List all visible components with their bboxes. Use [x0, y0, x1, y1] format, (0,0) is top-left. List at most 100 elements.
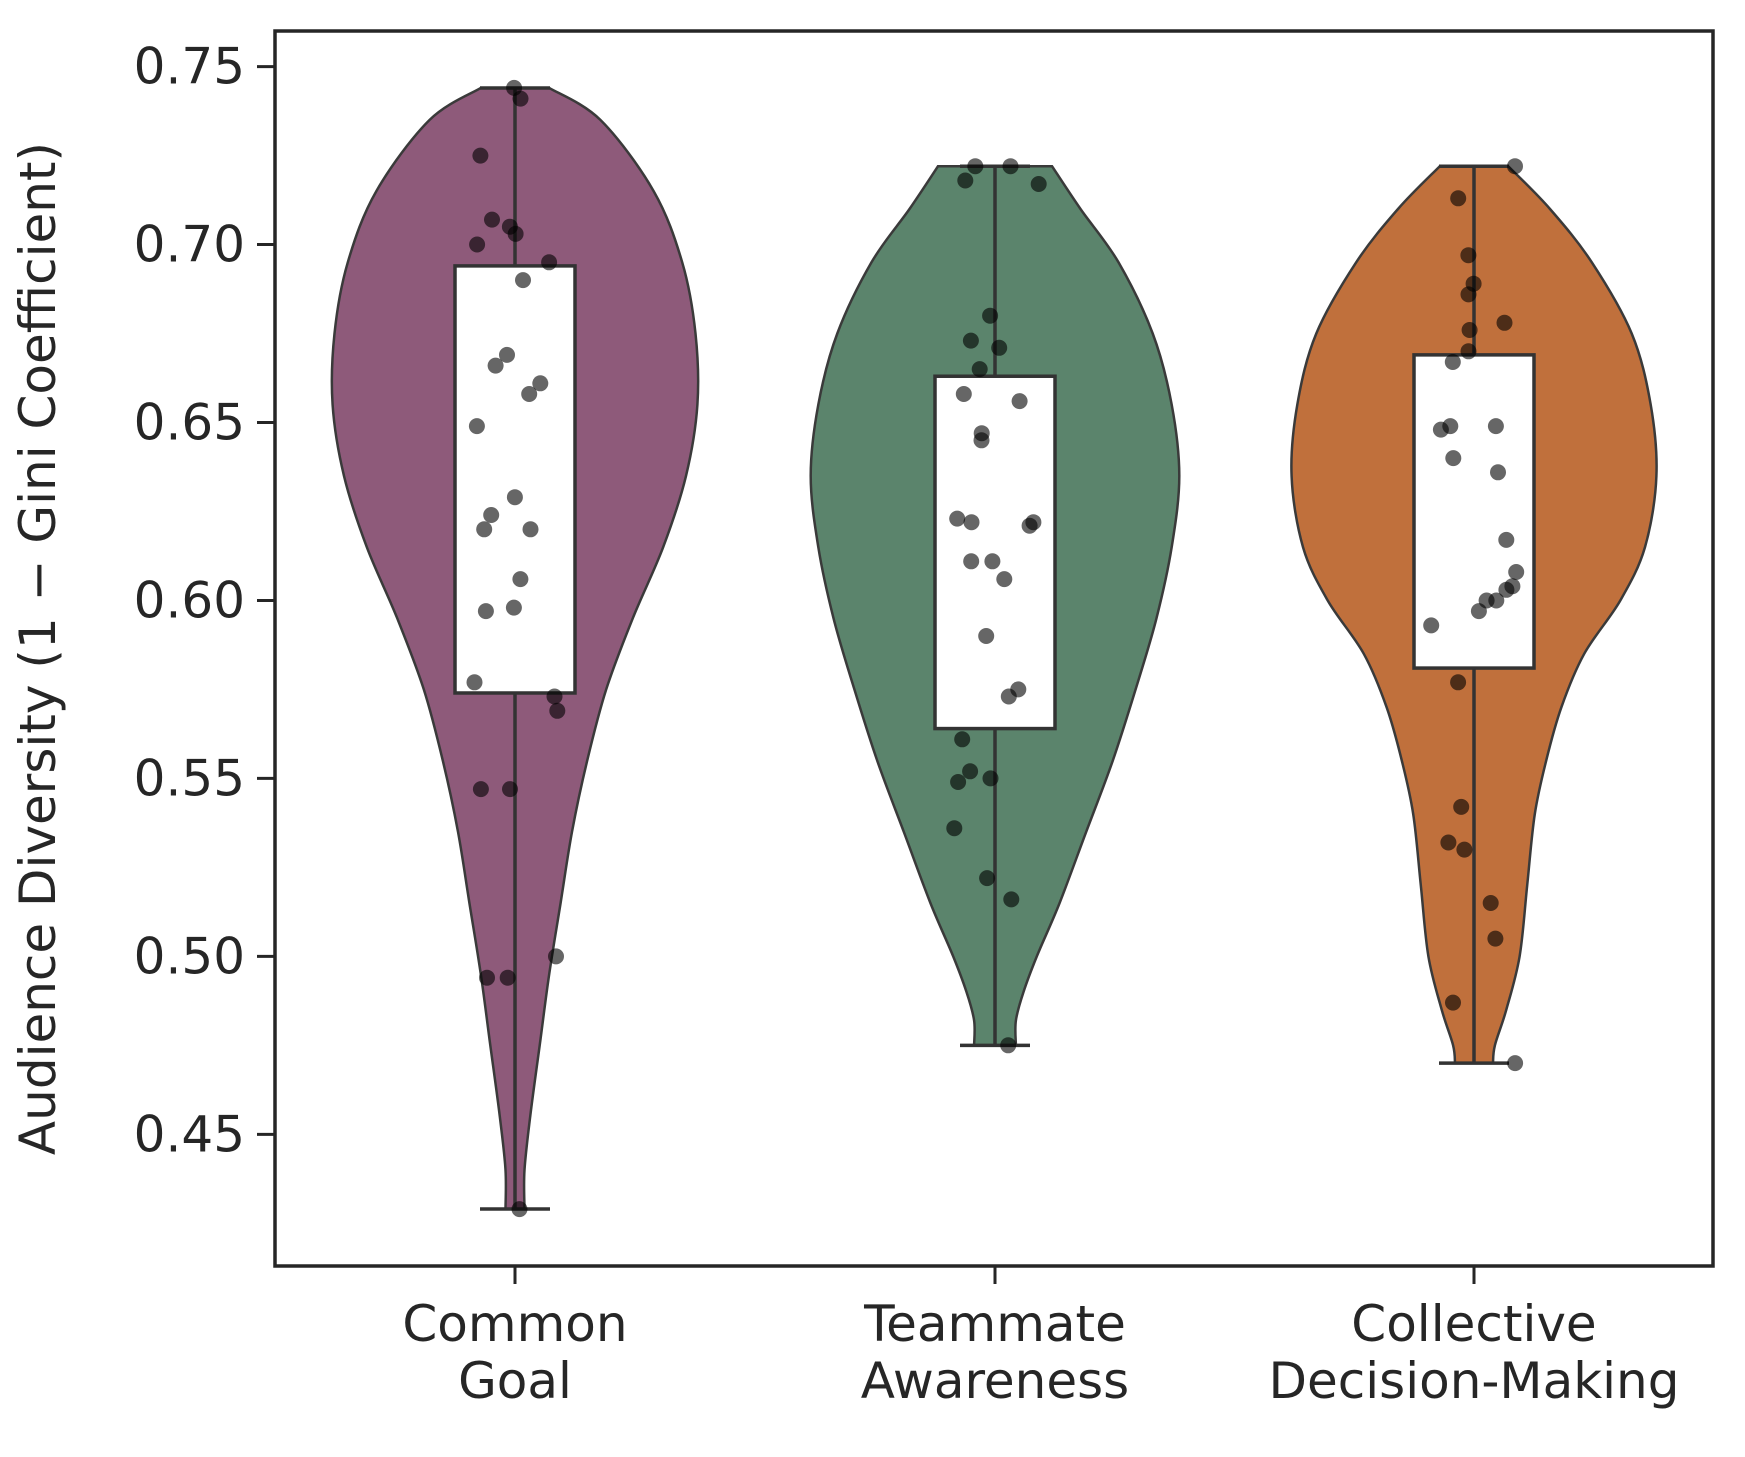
- data-point: [1496, 314, 1513, 331]
- data-point: [499, 969, 516, 986]
- data-point: [1450, 190, 1467, 207]
- data-point: [1507, 158, 1523, 175]
- data-point: [1507, 1055, 1524, 1072]
- data-point: [1456, 841, 1473, 858]
- data-point: [1498, 531, 1515, 548]
- data-point: [979, 870, 996, 887]
- data-point: [1498, 581, 1515, 598]
- data-point: [1444, 354, 1461, 370]
- y-tick-label: 0.75: [134, 38, 245, 96]
- data-point: [1011, 393, 1028, 410]
- data-point: [954, 731, 971, 748]
- data-point: [521, 386, 538, 402]
- data-point: [955, 386, 972, 402]
- y-tick-label: 0.50: [134, 927, 245, 985]
- data-point: [1030, 176, 1047, 192]
- data-point: [468, 418, 485, 435]
- x-tick-label: Teammate: [863, 1295, 1126, 1353]
- data-point: [472, 781, 489, 798]
- data-point: [1000, 1037, 1017, 1054]
- data-point: [1460, 343, 1477, 360]
- data-point: [532, 375, 549, 392]
- data-point: [1490, 464, 1506, 481]
- data-point: [1003, 891, 1020, 908]
- y-axis-label: Audience Diversity (1 − Gini Coefficient…: [9, 142, 67, 1155]
- y-tick-label: 0.70: [134, 216, 245, 274]
- data-point: [469, 236, 486, 253]
- data-point: [511, 1201, 528, 1218]
- data-point: [1461, 322, 1478, 338]
- data-point: [1460, 286, 1477, 303]
- y-axis: 0.45 0.50 0.55 0.60 0.65 0.70 0.75: [134, 38, 275, 1163]
- data-point: [505, 599, 522, 616]
- data-point: [546, 688, 563, 705]
- x-tick-label: Decision-Making: [1269, 1352, 1680, 1410]
- data-point: [541, 254, 558, 271]
- data-point: [982, 307, 999, 324]
- data-point: [963, 553, 980, 570]
- data-point: [502, 781, 518, 798]
- data-point: [1470, 603, 1487, 620]
- data-point: [1432, 421, 1449, 438]
- data-point: [957, 172, 974, 189]
- y-tick-label: 0.55: [134, 749, 245, 807]
- data-point: [949, 510, 966, 527]
- data-point: [522, 521, 539, 538]
- box-common-goal: [453, 264, 577, 695]
- data-point: [472, 147, 489, 164]
- data-point: [1440, 834, 1457, 851]
- data-point: [962, 763, 979, 780]
- data-point: [962, 332, 979, 349]
- data-point: [1021, 517, 1038, 534]
- data-point: [963, 514, 980, 531]
- data-point: [1000, 688, 1017, 705]
- data-point: [483, 507, 500, 523]
- data-point: [1450, 674, 1467, 691]
- data-point: [549, 702, 566, 719]
- data-point: [984, 553, 1001, 570]
- y-tick-label: 0.65: [134, 393, 245, 451]
- data-point: [515, 272, 531, 289]
- data-point: [946, 820, 963, 837]
- data-point: [484, 211, 500, 228]
- data-point: [507, 225, 524, 242]
- y-tick-label: 0.45: [134, 1105, 245, 1163]
- y-tick-label: 0.60: [134, 571, 245, 629]
- x-tick-label: Collective: [1351, 1295, 1596, 1353]
- data-point: [512, 90, 529, 107]
- data-point: [1453, 798, 1470, 815]
- data-point: [512, 571, 529, 588]
- data-point: [1445, 994, 1461, 1011]
- x-tick-label: Goal: [458, 1352, 572, 1410]
- data-point: [548, 948, 564, 965]
- boxes-layer: [453, 86, 1536, 1211]
- data-point: [466, 674, 483, 691]
- data-point: [991, 339, 1008, 356]
- data-point: [978, 628, 995, 644]
- data-point: [971, 361, 988, 378]
- data-point: [950, 774, 967, 790]
- x-tick-label: Awareness: [861, 1352, 1129, 1410]
- data-point: [477, 603, 494, 620]
- data-point: [479, 969, 495, 986]
- data-point: [1445, 450, 1462, 467]
- data-point: [499, 346, 515, 363]
- data-point: [1487, 930, 1504, 947]
- data-point: [476, 521, 493, 538]
- x-tick-label: Common: [402, 1295, 627, 1353]
- data-point: [1482, 895, 1499, 911]
- data-point: [1423, 617, 1440, 634]
- data-point: [1460, 247, 1477, 264]
- data-point: [1002, 158, 1019, 175]
- data-point: [506, 489, 523, 506]
- data-point: [1487, 418, 1504, 435]
- data-point: [1508, 564, 1525, 580]
- data-point: [967, 158, 984, 175]
- data-point: [996, 571, 1013, 588]
- data-point: [973, 432, 990, 449]
- data-point: [982, 770, 999, 787]
- points-layer: [466, 79, 1525, 1218]
